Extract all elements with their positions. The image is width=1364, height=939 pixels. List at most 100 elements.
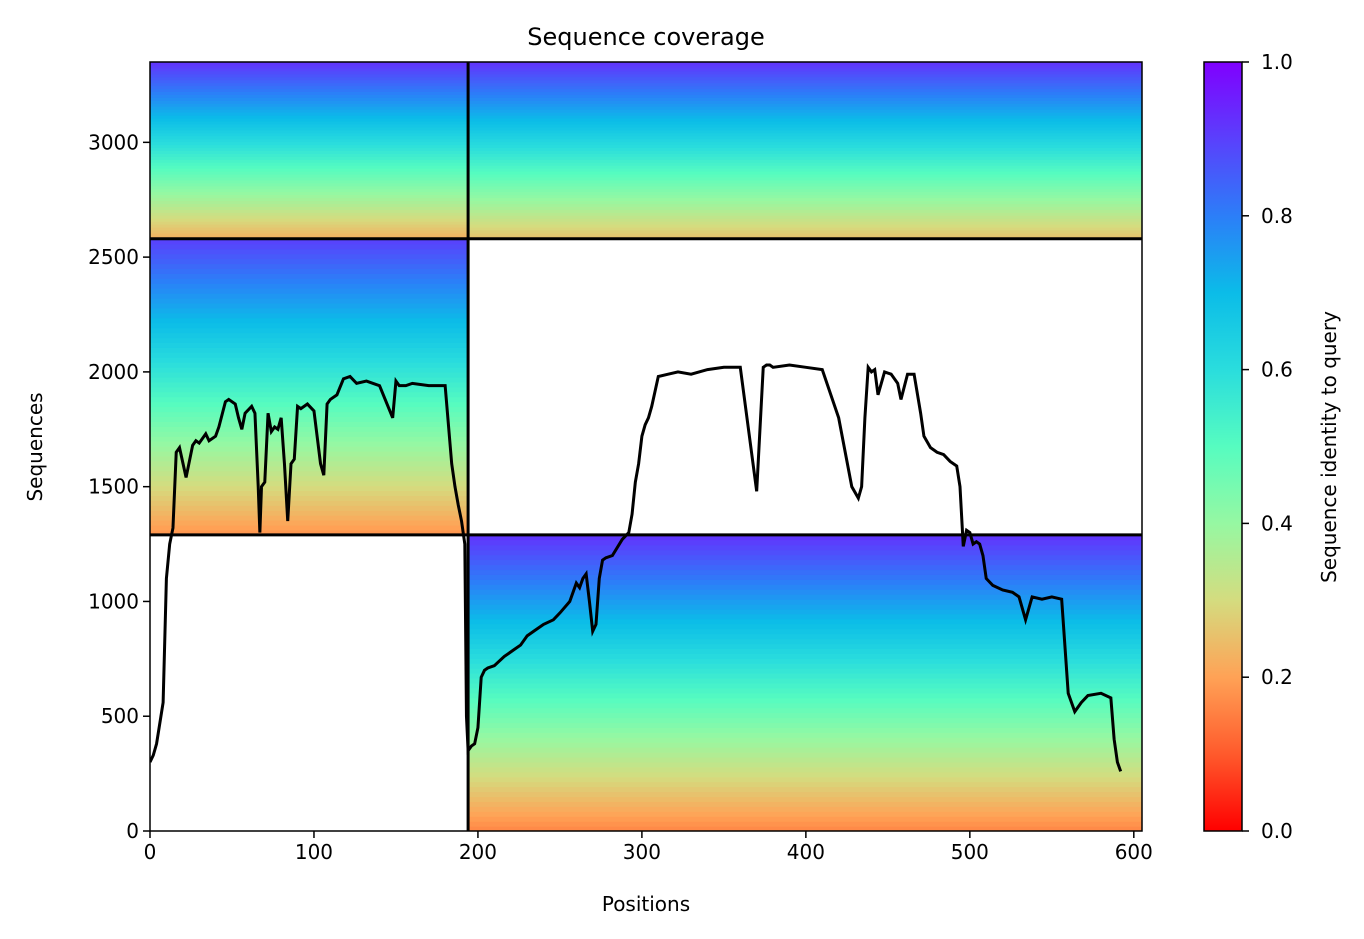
coverage-band [468, 579, 1142, 585]
coverage-band [150, 165, 469, 169]
coverage-band [468, 153, 1142, 157]
coverage-band [150, 106, 469, 110]
coverage-band [150, 147, 469, 151]
coverage-band [150, 185, 469, 190]
coverage-band [150, 312, 469, 319]
coverage-band [150, 307, 469, 314]
coverage-band [468, 766, 1142, 773]
y-axis-ticks: 0 500 1000 1500 2000 2500 3000 [88, 130, 150, 843]
coverage-band [150, 103, 469, 107]
coverage-band [468, 150, 1142, 154]
coverage-band [468, 117, 1142, 122]
coverage-band [468, 628, 1142, 635]
coverage-band [150, 76, 469, 81]
colorbar [1203, 61, 1243, 832]
coverage-band [468, 215, 1142, 219]
coverage-band [150, 209, 469, 213]
coverage-band [468, 692, 1142, 699]
y-tick-label: 2000 [88, 360, 139, 384]
coverage-band [150, 376, 469, 383]
coverage-band [468, 707, 1142, 714]
coverage-band [150, 229, 469, 234]
coverage-band [468, 64, 1142, 69]
coverage-band [468, 633, 1142, 640]
coverage-band [468, 173, 1142, 178]
coverage-band [150, 144, 469, 149]
y-tick-label: 2500 [88, 245, 139, 269]
coverage-band [150, 525, 469, 531]
y-tick-label: 0 [126, 819, 139, 843]
coverage-band [468, 141, 1142, 146]
coverage-band [468, 752, 1142, 758]
coverage-band [468, 559, 1142, 566]
coverage-band [150, 475, 469, 482]
coverage-band [468, 776, 1142, 783]
coverage-band [150, 406, 469, 413]
coverage-band [468, 594, 1142, 600]
coverage-band [150, 97, 469, 101]
coverage-band [150, 297, 469, 304]
coverage-band [468, 742, 1142, 748]
colorbar-ticks: 0.0 0.2 0.4 0.6 0.8 1.0 [1242, 50, 1293, 843]
coverage-band [468, 722, 1142, 728]
coverage-band [150, 302, 469, 309]
coverage-band [468, 224, 1142, 228]
coverage-band [468, 618, 1142, 625]
coverage-band [150, 129, 469, 134]
coverage-band [150, 243, 469, 250]
coverage-band [150, 200, 469, 205]
coverage-band [468, 191, 1142, 196]
colorbar-tick-label: 0.0 [1261, 819, 1293, 843]
coverage-band [468, 232, 1142, 237]
coverage-band [468, 159, 1142, 163]
y-axis-title: Sequences [23, 392, 47, 501]
coverage-band [468, 218, 1142, 222]
y-tick-label: 1500 [88, 475, 139, 499]
coverage-band [150, 357, 469, 363]
coverage-band [150, 132, 469, 137]
coverage-band [468, 638, 1142, 645]
coverage-band [150, 159, 469, 163]
coverage-band [468, 82, 1142, 87]
coverage-band [468, 206, 1142, 210]
x-tick-label: 300 [623, 840, 661, 864]
coverage-band [468, 549, 1142, 556]
coverage-band [468, 658, 1142, 664]
coverage-blocks [150, 62, 1142, 831]
coverage-band [150, 212, 469, 216]
coverage-band [468, 732, 1142, 738]
coverage-band [150, 460, 469, 467]
coverage-band [468, 761, 1142, 768]
x-tick-label: 200 [459, 840, 497, 864]
coverage-band [150, 258, 469, 265]
coverage-band [150, 450, 469, 457]
coverage-band [468, 554, 1142, 561]
coverage-band [150, 367, 469, 373]
coverage-band [150, 455, 469, 462]
coverage-band [468, 120, 1142, 125]
x-axis-title: Positions [602, 892, 690, 916]
x-axis-ticks: 0 100 200 300 400 500 600 [144, 831, 1153, 864]
coverage-band [150, 515, 469, 521]
coverage-band [150, 176, 469, 181]
coverage-band [468, 123, 1142, 128]
coverage-band [468, 668, 1142, 674]
coverage-band [150, 426, 469, 432]
coverage-band [468, 62, 1142, 66]
coverage-band [468, 73, 1142, 78]
coverage-band [150, 115, 469, 119]
coverage-band [468, 816, 1142, 822]
coverage-band [150, 337, 469, 343]
coverage-band [468, 188, 1142, 193]
coverage-band [468, 209, 1142, 213]
coverage-band [150, 218, 469, 222]
coverage-band [150, 64, 469, 69]
coverage-band [468, 599, 1142, 605]
coverage-band [150, 381, 469, 388]
coverage-band [150, 278, 469, 284]
coverage-band [468, 132, 1142, 137]
coverage-band [468, 115, 1142, 119]
coverage-band [150, 191, 469, 196]
coverage-band [468, 569, 1142, 575]
coverage-band [150, 120, 469, 125]
